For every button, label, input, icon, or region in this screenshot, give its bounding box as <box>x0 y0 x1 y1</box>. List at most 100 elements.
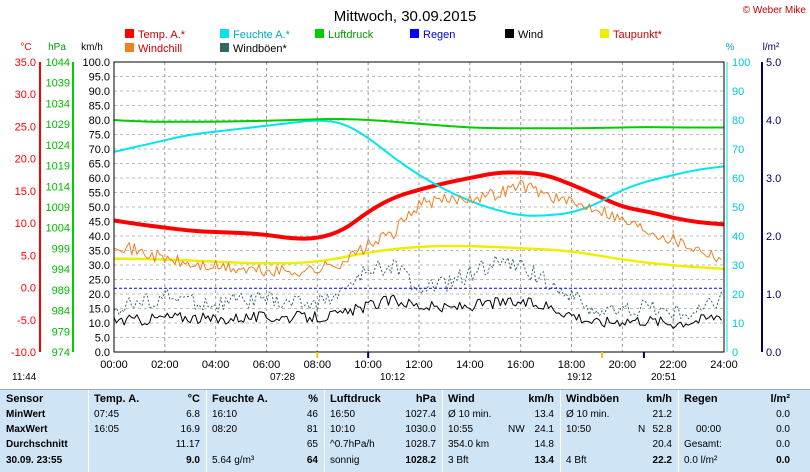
pressure-tick-label: 1039 <box>46 78 70 90</box>
rain-tick-label: 2.0 <box>766 231 781 243</box>
stats-col-wind: Wind km/h Ø 10 min. 13.4 10:55 NW 24.1 354.0… <box>442 390 561 472</box>
temp-tick-label: 15.0 <box>15 186 36 198</box>
humidity-tick-label: 90 <box>732 86 744 98</box>
humidity-min-value: 46 <box>306 409 318 420</box>
wind-tick-label: 25.0 <box>89 275 110 287</box>
humidity-header: Feuchte A. <box>212 393 268 405</box>
series-line <box>113 119 725 217</box>
moonset-time: 20:51 <box>651 372 677 383</box>
wind-tick-label: 70.0 <box>89 144 110 156</box>
wind-max-time: 10:55 <box>448 424 474 435</box>
wind-tick-label: 90.0 <box>89 86 110 98</box>
humidity-avg-value: 65 <box>306 439 318 450</box>
humidity-max-value: 81 <box>306 424 318 435</box>
wind-tick-label: 10.0 <box>89 318 110 330</box>
legend-swatch <box>600 29 609 38</box>
x-tick-label: 24:00 <box>710 359 738 371</box>
rain-cur-value: 0.0 <box>776 455 790 466</box>
x-tick-label: 08:00 <box>304 359 332 371</box>
pressure-tick-label: 999 <box>52 243 70 255</box>
wind-day-avg: 14.8 <box>534 439 554 450</box>
wind-max-dir: NW <box>508 424 525 435</box>
temp-tick-label: 30.0 <box>15 89 36 101</box>
wind-tick-label: 0.0 <box>95 347 110 359</box>
temp-tick-label: 35.0 <box>15 57 36 69</box>
temp-header: Temp. A. <box>94 393 140 405</box>
legend-label: Luftdruck <box>328 29 374 41</box>
stats-col-gust: Windböen km/h Ø 10 min. 21.2 10:50 N 52.8 20… <box>560 390 679 472</box>
pressure-header: Luftdruck <box>330 393 381 405</box>
pressure-tick-label: 979 <box>52 326 70 338</box>
rain-tick-label: 1.0 <box>766 289 781 301</box>
pressure-max-time: 10:10 <box>330 424 356 435</box>
gust-avg-value: 21.2 <box>652 409 672 420</box>
temp-tick-label: 25.0 <box>15 121 36 133</box>
gust-bft: 4 Bft <box>566 455 587 466</box>
stats-col-sensor: Sensor MinWert MaxWert Durchschnitt 30.0… <box>0 390 89 472</box>
legend-label: Feuchte A.* <box>233 29 291 41</box>
legend-label: Temp. A.* <box>138 29 186 41</box>
x-tick-label: 12:00 <box>405 359 433 371</box>
humidity-abs-value: 5.64 g/m³ <box>212 455 255 466</box>
x-tick-label: 02:00 <box>151 359 179 371</box>
humidity-unit: % <box>308 393 318 405</box>
wind-tick-label: 45.0 <box>89 217 110 229</box>
temp-avg-value: 11.17 <box>175 439 200 450</box>
legend-swatch <box>220 29 229 38</box>
pressure-tick-label: 1019 <box>46 161 70 173</box>
astro-bar <box>0 375 810 385</box>
series-line <box>113 244 725 271</box>
rain-axis-label: l/m² <box>763 42 780 53</box>
moonrise-time: 10:12 <box>380 372 406 383</box>
wind-axis-label: km/h <box>81 42 103 53</box>
rain-header: Regen <box>684 393 718 405</box>
pressure-tick-label: 1029 <box>46 119 70 131</box>
legend-label: Regen <box>423 29 455 41</box>
wind-max-value: 24.1 <box>534 424 554 435</box>
pressure-tick-label: 1044 <box>46 57 70 69</box>
gust-max-time: 10:50 <box>566 424 592 435</box>
series-line <box>113 179 722 277</box>
pressure-min-time: 16:50 <box>330 409 356 420</box>
legend-label: Wind <box>518 29 543 41</box>
stats-col-temp: Temp. A. °C 07:45 6.8 16:05 16.9 11.17 9.0 <box>88 390 207 472</box>
sunset-time: 19:12 <box>567 372 593 383</box>
series-line <box>113 255 722 321</box>
weather-chart: Mittwoch, 30.09.2015 © Weber Mike Temp. … <box>11 5 807 371</box>
wind-tick-label: 95.0 <box>89 72 110 84</box>
x-tick-label: 00:00 <box>100 359 128 371</box>
x-tick-label: 06:00 <box>253 359 281 371</box>
legend-label: Windböen* <box>233 43 288 55</box>
temp-tick-label: -10.0 <box>11 347 36 359</box>
temp-min-time: 07:45 <box>94 409 120 420</box>
legend-swatch <box>505 29 514 38</box>
temp-unit: °C <box>187 393 200 405</box>
pressure-avg-value: 1028.7 <box>405 439 436 450</box>
temp-tick-label: -5.0 <box>17 315 36 327</box>
wind-avg-label: Ø 10 min. <box>448 409 492 420</box>
humidity-tick-label: 60 <box>732 173 744 185</box>
rain-today: 0.0 l/m² <box>684 455 718 466</box>
chart-legend: Temp. A.* Feuchte A.* Luftdruck Regen Wind Ta… <box>125 29 663 55</box>
humidity-cur-value: 64 <box>306 455 318 466</box>
series-line <box>113 294 722 329</box>
humidity-tick-label: 40 <box>732 231 744 243</box>
pressure-tick-label: 994 <box>52 264 70 276</box>
humidity-tick-label: 0 <box>732 347 738 359</box>
x-tick-label: 22:00 <box>659 359 687 371</box>
stats-col-rain: Regen l/m² 0.0 00:00 0.0 Gesamt: 0.0 0.0 l/… <box>678 390 796 472</box>
temp-tick-label: 0.0 <box>21 283 36 295</box>
humidity-tick-label: 100 <box>732 57 750 69</box>
wind-tick-label: 65.0 <box>89 159 110 171</box>
rain-row2-value: 0.0 <box>776 424 790 435</box>
rain-row2-time: 00:00 <box>696 424 722 435</box>
x-tick-label: 14:00 <box>456 359 484 371</box>
stats-col-pressure: Luftdruck hPa 16:50 1027.4 10:10 1030.0 ^0.… <box>324 390 443 472</box>
series-line <box>113 170 725 241</box>
legend-swatch <box>315 29 324 38</box>
wind-header: Wind <box>448 393 475 405</box>
legend-swatch <box>125 43 134 52</box>
sensor-row-avg: Durchschnitt <box>6 439 68 450</box>
rain-tick-label: 4.0 <box>766 115 781 127</box>
pressure-cur-value: 1028.2 <box>405 455 436 466</box>
